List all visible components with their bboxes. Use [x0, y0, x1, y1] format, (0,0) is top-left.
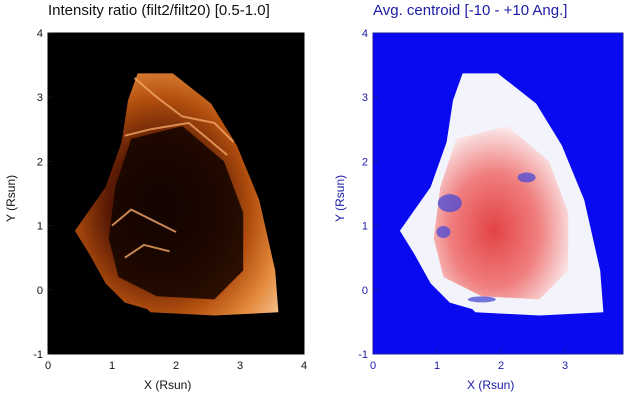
- y-tick-label: 3: [362, 92, 368, 104]
- left-streak: [124, 121, 228, 156]
- right-blue-blobs: [436, 172, 536, 303]
- right-plot-frame: [372, 32, 624, 355]
- y-tick-label: 1: [37, 221, 43, 233]
- left-streak: [133, 77, 235, 143]
- y-tick-label: 3: [37, 92, 43, 104]
- y-tick-label: -1: [358, 349, 368, 361]
- right-wedge-red-core: [433, 126, 569, 300]
- x-tick-label: 1: [109, 360, 115, 372]
- left-panel-title: Intensity ratio (filt2/filt20) [0.5-1.0]: [48, 2, 270, 19]
- left-streak: [124, 243, 170, 259]
- y-tick-label: -1: [33, 349, 43, 361]
- right-blue-blob: [436, 226, 451, 239]
- right-blue-blob: [467, 296, 496, 303]
- y-tick-label: 4: [362, 28, 368, 40]
- right-panel-title: Avg. centroid [-10 - +10 Ang.]: [373, 2, 568, 19]
- y-tick-label: 2: [362, 156, 368, 168]
- y-tick-label: 0: [37, 285, 43, 297]
- right-blue-blob: [437, 194, 462, 213]
- right-x-axis-label: X (Rsun): [467, 378, 515, 392]
- x-tick-label: 1: [434, 360, 440, 372]
- x-tick-label: 2: [173, 360, 179, 372]
- left-x-axis-label: X (Rsun): [144, 378, 192, 392]
- left-bright-streaks: [111, 77, 235, 259]
- x-tick-label: 2: [498, 360, 504, 372]
- x-tick-label: 3: [562, 360, 568, 372]
- x-tick-label: 0: [45, 360, 51, 372]
- y-tick-label: 1: [362, 221, 368, 233]
- left-streak: [111, 208, 177, 233]
- x-tick-label: 3: [237, 360, 243, 372]
- y-tick-label: 0: [362, 285, 368, 297]
- x-tick-label: 0: [370, 360, 376, 372]
- left-wedge-dark-core: [108, 126, 244, 300]
- y-tick-label: 2: [37, 156, 43, 168]
- y-tick-label: 4: [37, 28, 43, 40]
- x-tick-label: 4: [301, 360, 307, 372]
- right-blue-blob: [517, 172, 536, 183]
